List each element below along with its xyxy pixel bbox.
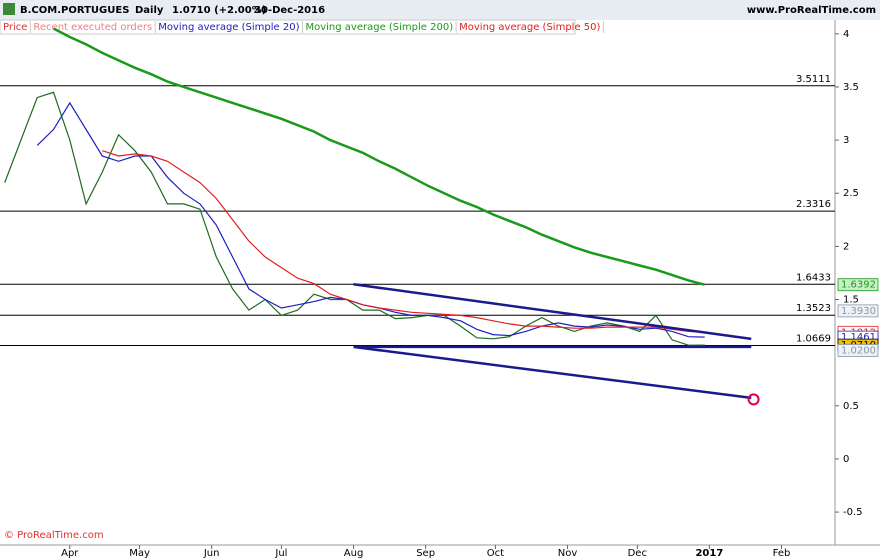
x-tick-label: Feb (773, 548, 791, 559)
series-line (52, 27, 706, 286)
x-tick-label: Nov (558, 548, 578, 559)
level-label: 1.0669 (796, 334, 831, 345)
trendline (353, 283, 752, 341)
site: www.ProRealTime.com (747, 5, 876, 16)
header-bar (0, 0, 880, 20)
x-tick-label: Oct (487, 548, 504, 559)
y-tick-label: 1.5 (843, 295, 859, 306)
x-tick-label: Jul (274, 548, 287, 559)
level-label: 1.6433 (796, 272, 831, 283)
y-tick-label: 2.5 (843, 188, 859, 199)
y-tick-label: 0.5 (843, 401, 859, 412)
price-tag-label: 1.6392 (841, 280, 876, 291)
y-tick-label: 2 (843, 241, 849, 252)
price-tag (837, 278, 879, 292)
legend-entry: Moving average (Simple 200) (305, 22, 453, 33)
x-tick-label: Jun (203, 548, 220, 559)
y-tick-label: 3 (843, 135, 849, 146)
trendline (353, 345, 752, 400)
alert-marker (747, 393, 760, 406)
price-tag (837, 344, 879, 357)
price-tag (837, 304, 879, 318)
legend: Price Recent executed orders Moving averag… (0, 19, 604, 35)
quote: 1.0710 (+2.00%) (172, 5, 266, 16)
series-line (102, 150, 705, 333)
y-tick-label: 4 (843, 29, 849, 40)
y-tick-label: 0 (843, 454, 849, 465)
legend-entry: Recent executed orders (33, 22, 152, 33)
x-tick-label: 2017 (695, 548, 723, 559)
x-tick-label: Aug (344, 548, 364, 559)
price-tag-label: 1.3930 (841, 306, 876, 317)
x-tick-label: Dec (628, 548, 647, 559)
legend-entry: Moving average (Simple 50) (459, 22, 600, 33)
date: 30-Dec-2016 (254, 5, 325, 16)
y-tick-label: 3.5 (843, 82, 859, 93)
level-label: 1.3523 (796, 303, 831, 314)
level-label: 3.5111 (796, 74, 831, 85)
legend-entry: Price (3, 22, 27, 33)
legend-entry: Moving average (Simple 20) (158, 22, 299, 33)
footer: © ProRealTime.com (4, 530, 104, 541)
x-tick-label: May (129, 548, 150, 559)
y-tick-label: -0.5 (843, 507, 863, 518)
symbol: B.COM.PORTUGUES (20, 5, 129, 16)
x-tick-label: Apr (61, 548, 79, 559)
period: Daily (135, 5, 164, 16)
icon (3, 3, 15, 15)
level-label: 2.3316 (796, 199, 831, 210)
price-tag-label: 1.0200 (841, 346, 876, 357)
legend-bg (0, 19, 576, 35)
price-tag-label: 1.1461 (841, 332, 876, 343)
x-tick-label: Sep (416, 548, 435, 559)
